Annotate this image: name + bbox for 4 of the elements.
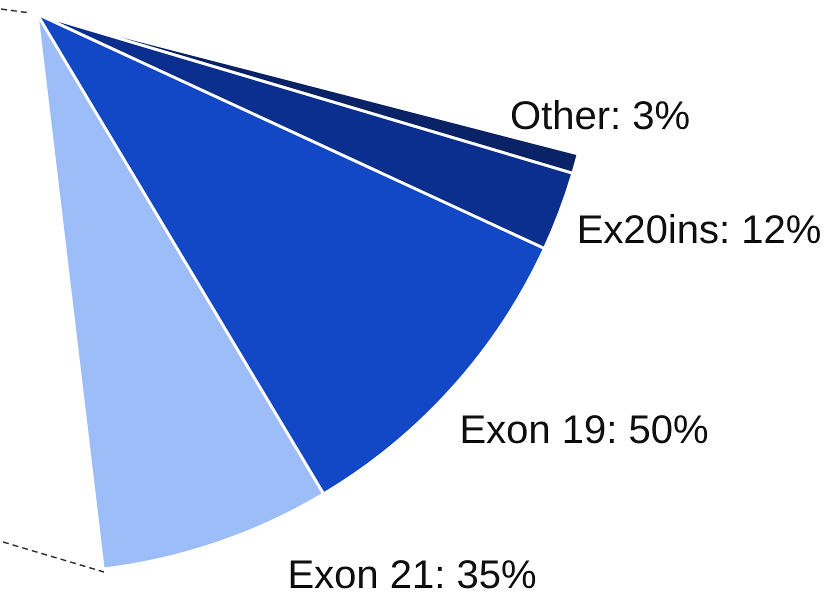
slice-label: Exon 19: 50% xyxy=(459,408,709,452)
slice-label: Exon 21: 35% xyxy=(287,553,537,597)
slice-label: Ex20ins: 12% xyxy=(576,208,822,252)
slice-label: Other: 3% xyxy=(510,94,690,138)
